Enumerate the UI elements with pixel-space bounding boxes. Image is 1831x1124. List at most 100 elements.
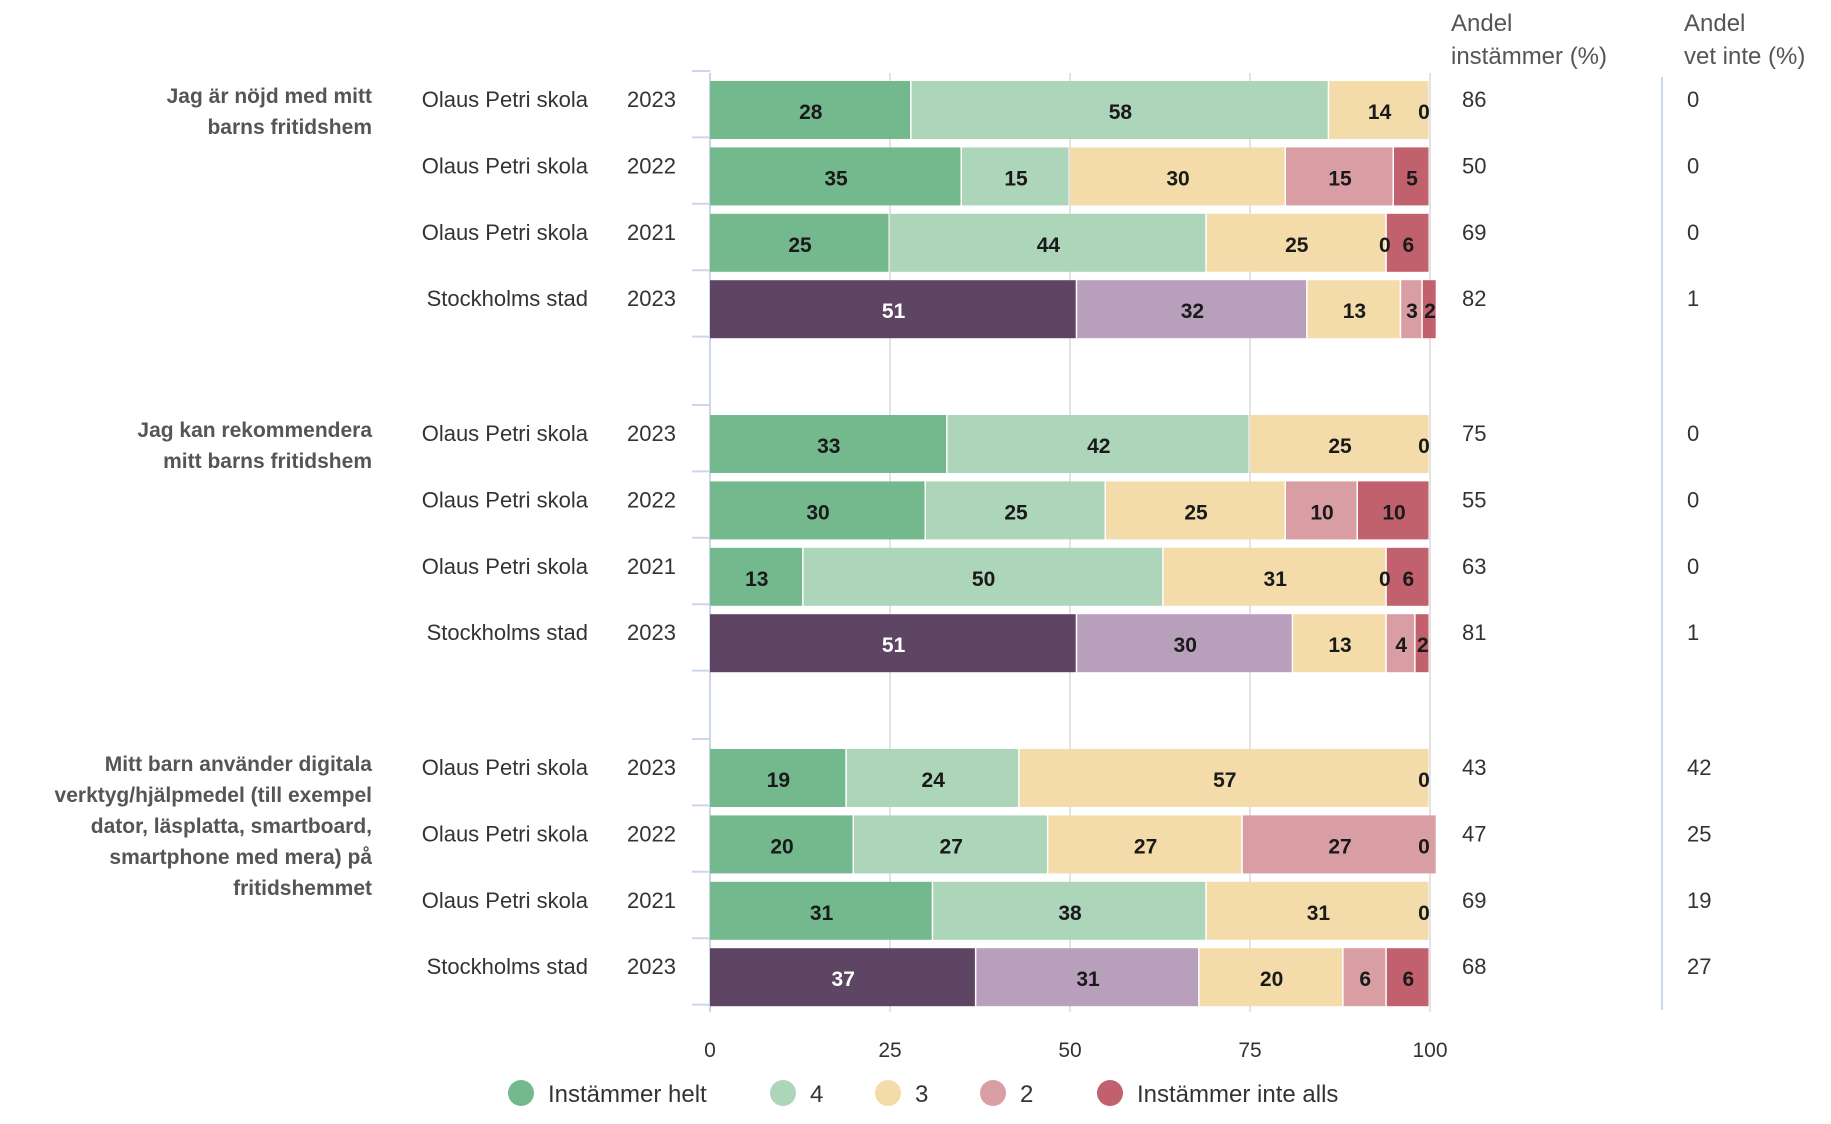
data-label: 2 [1417, 634, 1429, 657]
dontknow-value: 27 [1687, 954, 1711, 979]
bar-segment [710, 213, 889, 272]
dontknow-value: 0 [1687, 421, 1699, 446]
row-year-label: 2023 [627, 954, 676, 979]
legend-label: 3 [915, 1081, 928, 1108]
question-label: fritidshemmet [233, 877, 372, 900]
bar-segment [803, 547, 1163, 606]
bar-segment [710, 881, 932, 940]
data-label: 58 [1109, 101, 1133, 124]
data-label: 51 [882, 300, 906, 323]
data-label: 31 [1307, 902, 1331, 925]
agree-value: 50 [1462, 153, 1486, 178]
row-unit-label: Olaus Petri skola [422, 554, 589, 579]
row-year-label: 2022 [627, 153, 676, 178]
data-label: 0 [1418, 902, 1430, 925]
agree-value: 43 [1462, 755, 1486, 780]
legend-label: Instämmer helt [548, 1081, 707, 1108]
bar-segment [710, 147, 961, 206]
data-label: 6 [1403, 568, 1415, 591]
dontknow-value: 1 [1687, 620, 1699, 645]
row-unit-label: Stockholms stad [427, 286, 588, 311]
dontknow-value: 0 [1687, 153, 1699, 178]
agree-value: 69 [1462, 220, 1486, 245]
bar-segment [1199, 948, 1343, 1007]
agree-column-header: instämmer (%) [1451, 43, 1607, 70]
data-label: 3 [1406, 300, 1418, 323]
bar-segment [1048, 815, 1242, 874]
data-label: 28 [799, 101, 823, 124]
legend-swatch [980, 1080, 1006, 1106]
bar-segment [710, 481, 925, 540]
bar-segment [710, 614, 1076, 673]
data-label: 20 [770, 835, 793, 858]
data-label: 0 [1379, 568, 1391, 591]
row-year-label: 2021 [627, 554, 676, 579]
data-label: 27 [1134, 835, 1157, 858]
data-label: 13 [1328, 634, 1351, 657]
data-label: 6 [1403, 234, 1415, 257]
row-unit-label: Olaus Petri skola [422, 421, 589, 446]
row-year-label: 2022 [627, 487, 676, 512]
dontknow-value: 0 [1687, 220, 1699, 245]
bar-segment [926, 481, 1105, 540]
question-label: Jag kan rekommendera [137, 419, 372, 442]
dontknow-value: 0 [1687, 554, 1699, 579]
data-label: 31 [1076, 968, 1100, 991]
legend-swatch [770, 1080, 796, 1106]
data-label: 0 [1418, 101, 1430, 124]
data-label: 0 [1418, 769, 1430, 792]
bar-segment [1206, 881, 1429, 940]
data-label: 10 [1310, 501, 1333, 524]
data-label: 4 [1395, 634, 1407, 657]
data-label: 32 [1181, 300, 1204, 323]
bar-segment [947, 415, 1249, 473]
bar-segment [1163, 547, 1386, 606]
agree-value: 82 [1462, 286, 1486, 311]
data-label: 6 [1359, 968, 1371, 991]
bar-segment [846, 749, 1019, 807]
row-year-label: 2023 [627, 620, 676, 645]
row-year-label: 2023 [627, 87, 676, 112]
data-label: 31 [1264, 568, 1288, 591]
bar-segment [1286, 481, 1357, 540]
bar-segment [1077, 614, 1292, 673]
x-tick-label: 50 [1058, 1039, 1081, 1062]
agree-value: 69 [1462, 888, 1486, 913]
data-label: 13 [1343, 300, 1366, 323]
data-label: 25 [1285, 234, 1309, 257]
bar-segment [1019, 749, 1429, 807]
bar-segment [1206, 213, 1386, 272]
data-label: 10 [1382, 501, 1405, 524]
row-year-label: 2023 [627, 421, 676, 446]
data-label: 15 [1004, 167, 1028, 190]
bar-segment [1401, 280, 1422, 339]
bar-segment [710, 415, 947, 473]
bar-segment [1307, 280, 1400, 339]
data-label: 13 [745, 568, 768, 591]
bar-segment [976, 948, 1199, 1007]
bar-segment [890, 213, 1206, 272]
data-label: 57 [1213, 769, 1236, 792]
bar-segment [1386, 614, 1415, 673]
bar-segment [1329, 81, 1429, 139]
data-label: 38 [1058, 902, 1082, 925]
bar-segment [710, 280, 1076, 339]
row-unit-label: Olaus Petri skola [422, 821, 589, 846]
x-tick-label: 100 [1412, 1039, 1447, 1062]
data-label: 0 [1379, 234, 1391, 257]
bar-segment [710, 547, 803, 606]
row-year-label: 2023 [627, 755, 676, 780]
data-label: 42 [1087, 435, 1110, 458]
dontknow-column-header: Andel [1684, 10, 1745, 37]
agree-value: 55 [1462, 487, 1486, 512]
bar-segment [1386, 213, 1429, 272]
agree-value: 86 [1462, 87, 1486, 112]
data-label: 27 [940, 835, 963, 858]
bar-segment [1070, 147, 1285, 206]
bar-segment [710, 749, 846, 807]
agree-value: 75 [1462, 421, 1486, 446]
data-label: 44 [1037, 234, 1061, 257]
question-label: verktyg/hjälpmedel (till exempel [55, 784, 372, 807]
data-label: 51 [882, 634, 906, 657]
